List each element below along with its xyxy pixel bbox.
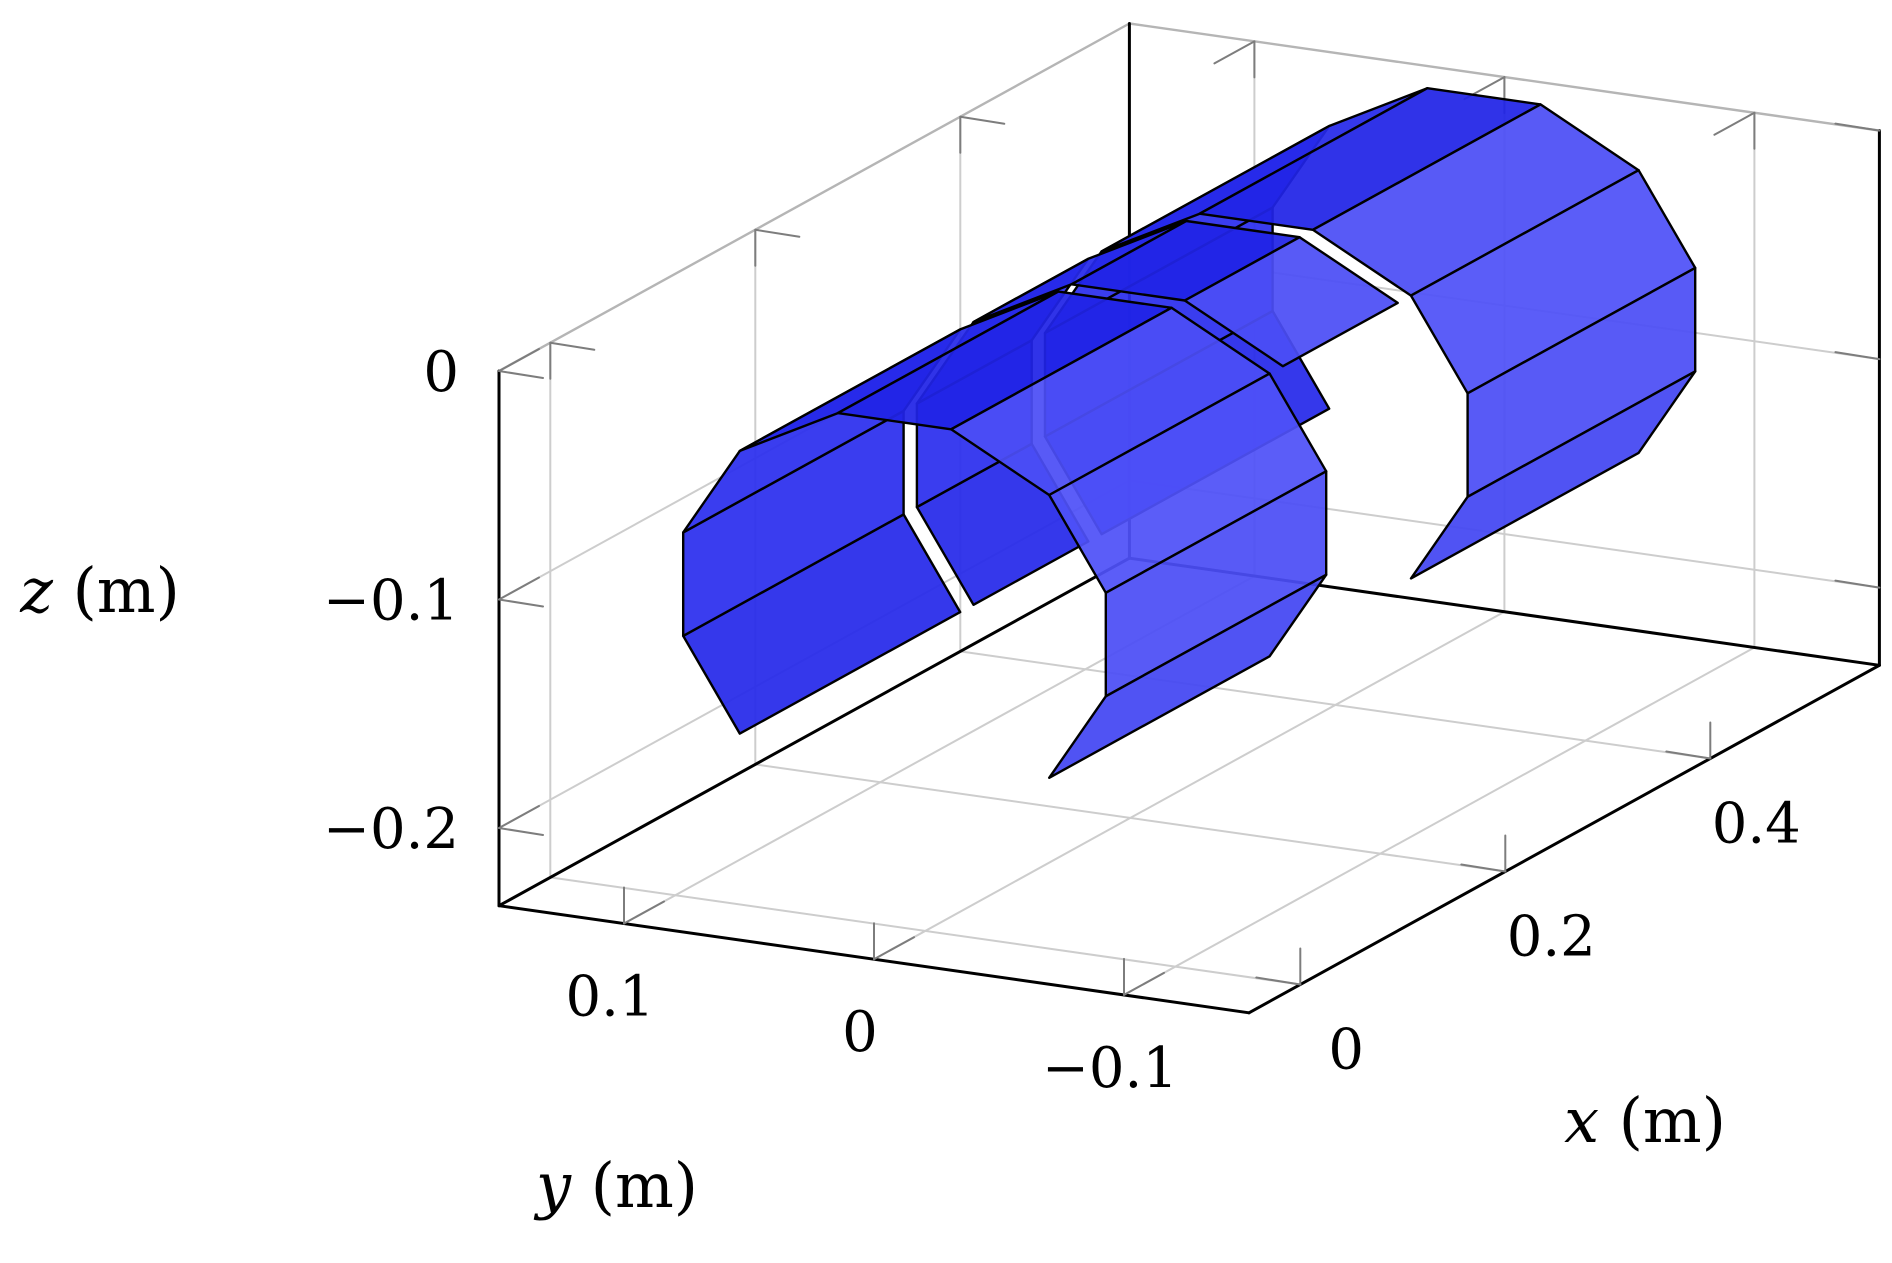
axis-box bbox=[497, 22, 1881, 1015]
x-tick-label: 0.2 bbox=[1507, 905, 1596, 970]
z-tick-label: 0 bbox=[423, 340, 459, 405]
tube-facet bbox=[1409, 370, 1697, 580]
z-axis-title: z (m) bbox=[19, 554, 180, 627]
x-axis-title: x (m) bbox=[1564, 1084, 1726, 1157]
z-tick-label: −0.1 bbox=[323, 569, 459, 634]
y-tick-label: 0 bbox=[842, 1000, 878, 1065]
axis-labels: 0 0.2 0.4 0.1 0 −0.1 0 −0.1 −0.2 x (m) y (m) z (m) bbox=[19, 340, 1801, 1222]
y-axis-title: y (m) bbox=[533, 1149, 698, 1222]
x-tick-label: 0 bbox=[1328, 1018, 1364, 1083]
tube-facet bbox=[1047, 573, 1328, 779]
tube-surface bbox=[682, 86, 1697, 779]
x-tick-label: 0.4 bbox=[1712, 792, 1801, 857]
z-tick-label: −0.2 bbox=[323, 797, 459, 862]
tube-facet bbox=[1183, 235, 1399, 368]
y-tick-label: −0.1 bbox=[1042, 1036, 1178, 1101]
y-tick-label: 0.1 bbox=[565, 965, 654, 1030]
